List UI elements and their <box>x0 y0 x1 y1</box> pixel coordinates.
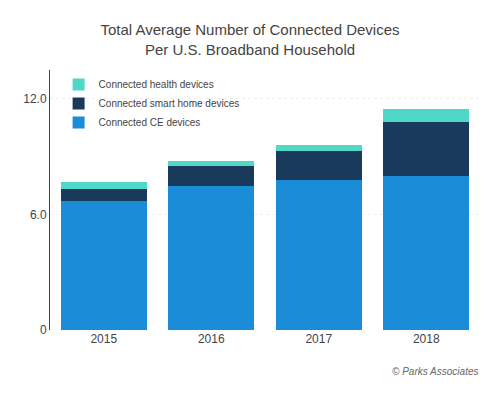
svg-text:2018: 2018 <box>413 332 440 346</box>
svg-text:Connected health devices: Connected health devices <box>99 79 214 90</box>
svg-text:0: 0 <box>40 323 47 337</box>
svg-text:Total Average Number of Connec: Total Average Number of Connected Device… <box>100 21 399 58</box>
svg-text:2015: 2015 <box>90 332 117 346</box>
svg-text:© Parks Associates: © Parks Associates <box>392 366 478 377</box>
svg-text:2016: 2016 <box>198 332 225 346</box>
svg-text:12.0: 12.0 <box>23 92 47 106</box>
svg-text:6.0: 6.0 <box>30 208 47 222</box>
svg-text:Connected smart home devices: Connected smart home devices <box>99 98 240 109</box>
svg-text:2017: 2017 <box>305 332 332 346</box>
svg-text:Connected CE devices: Connected CE devices <box>99 117 201 128</box>
